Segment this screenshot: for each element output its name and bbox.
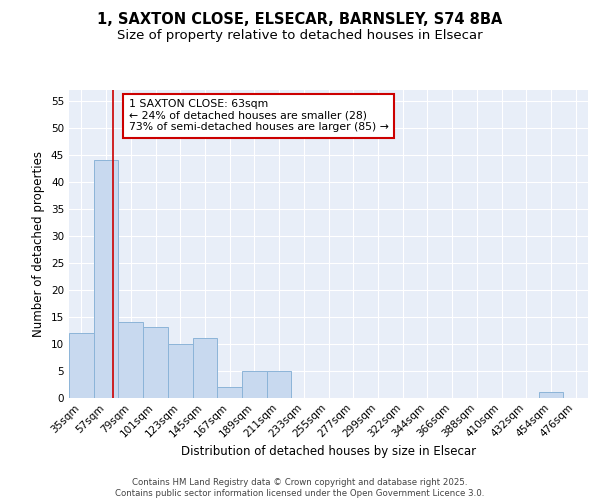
- Bar: [168, 344, 193, 398]
- Y-axis label: Number of detached properties: Number of detached properties: [32, 151, 46, 337]
- Bar: [69, 333, 94, 398]
- Bar: [118, 322, 143, 398]
- Text: 1 SAXTON CLOSE: 63sqm
← 24% of detached houses are smaller (28)
73% of semi-deta: 1 SAXTON CLOSE: 63sqm ← 24% of detached …: [128, 99, 389, 132]
- Bar: [193, 338, 217, 398]
- Text: 1, SAXTON CLOSE, ELSECAR, BARNSLEY, S74 8BA: 1, SAXTON CLOSE, ELSECAR, BARNSLEY, S74 …: [97, 12, 503, 28]
- Bar: [143, 328, 168, 398]
- Bar: [94, 160, 118, 398]
- Bar: [217, 386, 242, 398]
- Text: Contains HM Land Registry data © Crown copyright and database right 2025.
Contai: Contains HM Land Registry data © Crown c…: [115, 478, 485, 498]
- X-axis label: Distribution of detached houses by size in Elsecar: Distribution of detached houses by size …: [181, 445, 476, 458]
- Text: Size of property relative to detached houses in Elsecar: Size of property relative to detached ho…: [117, 28, 483, 42]
- Bar: [242, 370, 267, 398]
- Bar: [267, 370, 292, 398]
- Bar: [539, 392, 563, 398]
